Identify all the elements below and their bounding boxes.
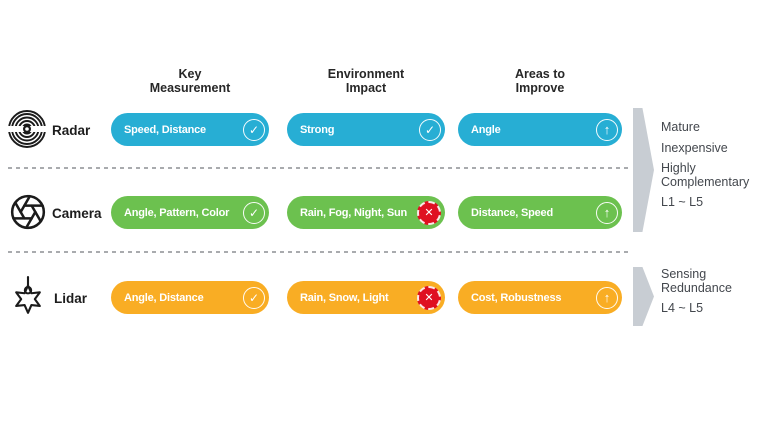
note-item: L1 ~ L5: [661, 195, 704, 209]
pill-camera-areas-to-improve: Distance, Speed ↑: [458, 196, 622, 229]
header-line: Impact: [345, 81, 387, 95]
header-line: Areas to: [514, 67, 566, 81]
up-arrow-circle-icon: ↑: [596, 118, 618, 141]
pill-text: Angle: [471, 123, 501, 136]
pill-text: Rain, Fog, Night, Sun: [300, 206, 408, 219]
row-separator: [8, 167, 630, 169]
up-arrow-circle-icon: ↑: [596, 201, 618, 224]
cross-badge-icon: ✕: [417, 285, 441, 310]
pill-radar-environment-impact: Strong ✓: [287, 113, 445, 146]
side-notes-lidar: Sensing Redundance L4 ~ L5: [661, 267, 768, 323]
column-header-key-measurement: Key Measurement: [111, 67, 269, 95]
note-item: Sensing Redundance: [661, 267, 732, 295]
pill-lidar-areas-to-improve: Cost, Robustness ↑: [458, 281, 622, 314]
header-line: Key: [178, 67, 202, 81]
sensor-label-lidar: Lidar: [54, 291, 88, 306]
pill-camera-key-measurement: Angle, Pattern, Color ✓: [111, 196, 269, 229]
pill-camera-environment-impact: Rain, Fog, Night, Sun ✕: [287, 196, 445, 229]
cross-badge-icon: ✕: [417, 200, 441, 225]
sensor-label-camera: Camera: [52, 206, 102, 221]
header-line: Measurement: [149, 81, 231, 95]
note-item: L4 ~ L5: [661, 301, 704, 315]
pill-lidar-key-measurement: Angle, Distance ✓: [111, 281, 269, 314]
sensor-label-radar: Radar: [52, 123, 91, 138]
note-item: Inexpensive: [661, 140, 728, 155]
pill-text: Cost, Robustness: [471, 291, 562, 304]
pill-lidar-environment-impact: Rain, Snow, Light ✕: [287, 281, 445, 314]
row-separator: [8, 251, 630, 253]
radar-icon: [8, 110, 46, 148]
pill-text: Strong: [300, 123, 335, 136]
side-arrow-radar-camera: [633, 108, 654, 232]
pill-text: Angle, Distance: [124, 291, 204, 304]
column-header-environment-impact: Environment Impact: [287, 67, 445, 95]
check-circle-icon: ✓: [243, 201, 265, 224]
header-line: Environment: [327, 67, 405, 81]
lidar-icon: [7, 275, 49, 317]
pill-text: Distance, Speed: [471, 206, 553, 219]
side-arrow-lidar: [633, 267, 654, 326]
note-item: Highly Complementary: [661, 161, 750, 189]
header-line: Improve: [515, 81, 565, 95]
check-circle-icon: ✓: [419, 118, 441, 141]
pill-radar-key-measurement: Speed, Distance ✓: [111, 113, 269, 146]
check-circle-icon: ✓: [243, 286, 265, 309]
column-header-areas-to-improve: Areas to Improve: [458, 67, 622, 95]
camera-aperture-icon: [9, 193, 47, 231]
pill-text: Angle, Pattern, Color: [124, 206, 230, 219]
side-notes-radar-camera: Mature Inexpensive Highly Complementary …: [661, 120, 768, 217]
pill-text: Speed, Distance: [124, 123, 206, 136]
check-circle-icon: ✓: [243, 118, 265, 141]
pill-text: Rain, Snow, Light: [300, 291, 389, 304]
note-item: Mature: [661, 120, 700, 134]
pill-radar-areas-to-improve: Angle ↑: [458, 113, 622, 146]
up-arrow-circle-icon: ↑: [596, 286, 618, 309]
